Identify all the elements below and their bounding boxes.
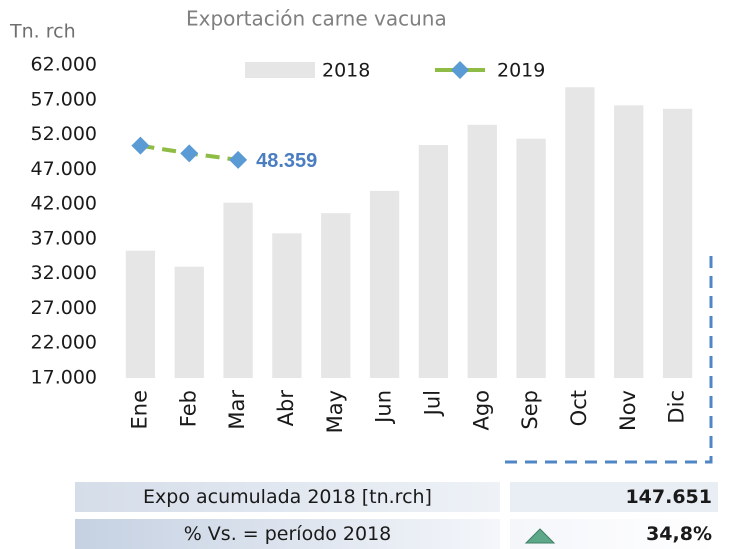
up-triangle (524, 528, 556, 544)
bar (223, 202, 253, 378)
chart-title: Exportación carne vacuna (186, 7, 447, 31)
y-tick-label: 37.000 (31, 227, 97, 249)
x-tick-label: Mar (225, 390, 249, 430)
y-tick-label: 52.000 (31, 123, 97, 145)
marker (131, 136, 150, 155)
y-tick-label: 42.000 (31, 193, 97, 215)
y-tick-label: 32.000 (31, 262, 97, 284)
y-tick-label: 17.000 (31, 367, 97, 389)
bar (467, 124, 497, 378)
x-tick-label: Nov (616, 390, 640, 431)
summary-value: 34,8% (510, 519, 718, 549)
x-tick-label: Ene (127, 390, 151, 430)
bar (565, 87, 595, 378)
summary-label: Expo acumulada 2018 [tn.rch] (75, 482, 500, 512)
x-tick-label: Oct (567, 390, 591, 426)
y-tick-label: 47.000 (31, 158, 97, 180)
bar (321, 213, 351, 378)
bar (516, 138, 546, 378)
bar (418, 144, 449, 378)
marker (229, 150, 248, 169)
x-tick-label: Sep (518, 390, 542, 430)
x-tick-label: Feb (176, 390, 200, 427)
x-tick-label: Jul (420, 390, 444, 417)
bar (614, 105, 644, 378)
bar (272, 233, 302, 378)
bar (174, 266, 204, 378)
x-tick-label: Ago (469, 390, 493, 431)
y-tick-label: 57.000 (31, 88, 97, 110)
legend-swatch (245, 62, 315, 78)
x-tick-label: Jun (372, 390, 396, 425)
y-tick-label: 62.000 (31, 54, 97, 76)
dashed-frame (500, 256, 713, 464)
bar (662, 108, 693, 378)
bar (369, 190, 400, 378)
bar (125, 250, 156, 378)
legend-label: 2019 (497, 60, 545, 82)
legend-marker (451, 61, 469, 79)
summary-value: 147.651 (510, 482, 718, 512)
x-tick-label: May (323, 390, 347, 433)
y-tick-label: 22.000 (31, 332, 97, 354)
x-tick-label: Abr (274, 390, 298, 427)
y-tick-label: 27.000 (31, 297, 97, 319)
legend-label: 2018 (322, 60, 370, 82)
x-tick-label: Dic (665, 390, 689, 424)
data-label: 48.359 (256, 150, 317, 172)
summary-label: % Vs. = período 2018 (75, 519, 500, 549)
marker (180, 144, 199, 163)
y-axis-label: Tn. rch (9, 21, 76, 43)
